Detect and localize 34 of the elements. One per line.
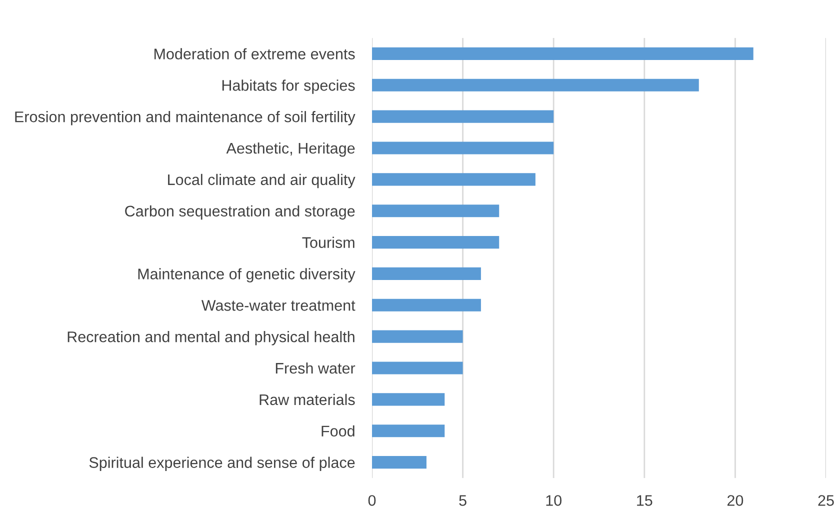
y-tick-label: Food — [322, 425, 354, 437]
y-tick-label: Erosion prevention and maintenance of soil fertility — [15, 111, 356, 126]
y-tick-label: Local climate and air quality — [168, 174, 356, 188]
y-tick-label: Raw materials — [260, 394, 355, 406]
bar — [372, 204, 500, 218]
bar — [372, 298, 481, 312]
bar — [372, 424, 445, 438]
y-tick-label: Aesthetic, Heritage — [226, 142, 355, 157]
y-tick-label: Maintenance of genetic diversity — [138, 268, 356, 282]
x-tick-label: 15 — [637, 495, 652, 506]
bar — [372, 456, 426, 469]
bar — [372, 267, 481, 280]
y-tick-label: Tourism — [302, 236, 354, 248]
bar — [372, 78, 699, 92]
bar — [372, 362, 463, 374]
x-tick-label: 20 — [727, 495, 744, 506]
x-tick-label: 25 — [818, 495, 834, 506]
bar — [372, 330, 463, 343]
y-tick-label: Recreation and mental and physical health — [68, 331, 354, 346]
bar — [372, 110, 554, 123]
y-tick-label: Waste-water treatment — [201, 300, 356, 311]
bar — [372, 236, 500, 249]
bar — [372, 393, 445, 406]
y-tick-label: Habitats for species — [222, 80, 355, 94]
bar — [372, 47, 754, 60]
y-tick-label: Moderation of extreme events — [154, 48, 355, 60]
x-tick-label: 5 — [459, 495, 466, 506]
x-tick-label: 0 — [368, 495, 376, 506]
y-tick-label: Carbon sequestration and storage — [125, 205, 355, 220]
x-tick-label: 10 — [546, 495, 562, 506]
bar — [372, 173, 536, 186]
y-tick-label: Fresh water — [276, 362, 356, 374]
bar — [372, 142, 554, 154]
y-tick-label: Spiritual experience and sense of place — [89, 456, 355, 471]
